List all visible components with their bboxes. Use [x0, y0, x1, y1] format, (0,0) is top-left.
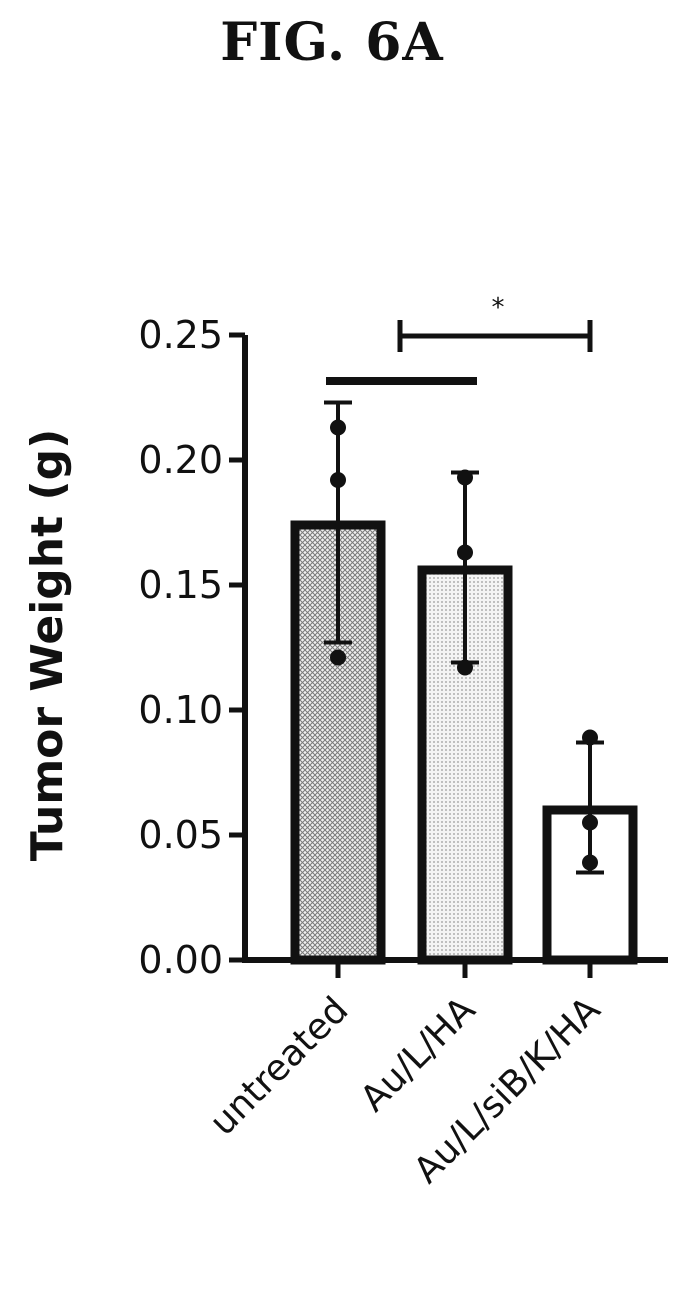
annotations-group: * — [326, 293, 593, 385]
y-tick-label: 0.00 — [138, 938, 223, 982]
data-points-group — [330, 419, 598, 871]
data-point — [457, 544, 473, 561]
y-axis-label-group: Tumor Weight (g) — [22, 429, 73, 861]
data-point — [330, 472, 346, 488]
y-tick-label: 0.25 — [138, 313, 223, 357]
error-bars-group — [324, 400, 604, 875]
data-point — [330, 419, 346, 436]
data-point — [457, 659, 473, 676]
data-point — [330, 649, 346, 666]
y-tick-label: 0.05 — [138, 813, 223, 857]
y-tick-label: 0.15 — [138, 563, 223, 607]
x-category-label: Au/L/HA — [353, 989, 484, 1120]
y-tick-label: 0.10 — [138, 688, 223, 732]
data-point — [457, 469, 473, 486]
figure-title: FIG. 6A — [220, 12, 444, 73]
significance-star: * — [492, 293, 505, 323]
y-axis-label: Tumor Weight (g) — [22, 429, 73, 861]
data-point — [582, 729, 598, 746]
bars-group — [290, 520, 638, 978]
x-category-label: untreated — [202, 989, 356, 1143]
data-point — [582, 814, 598, 831]
data-point — [582, 854, 598, 871]
y-tick-label: 0.20 — [138, 438, 223, 482]
y-ticks-group: 0.00 0.05 0.10 0.15 0.20 0.25 — [138, 313, 245, 982]
